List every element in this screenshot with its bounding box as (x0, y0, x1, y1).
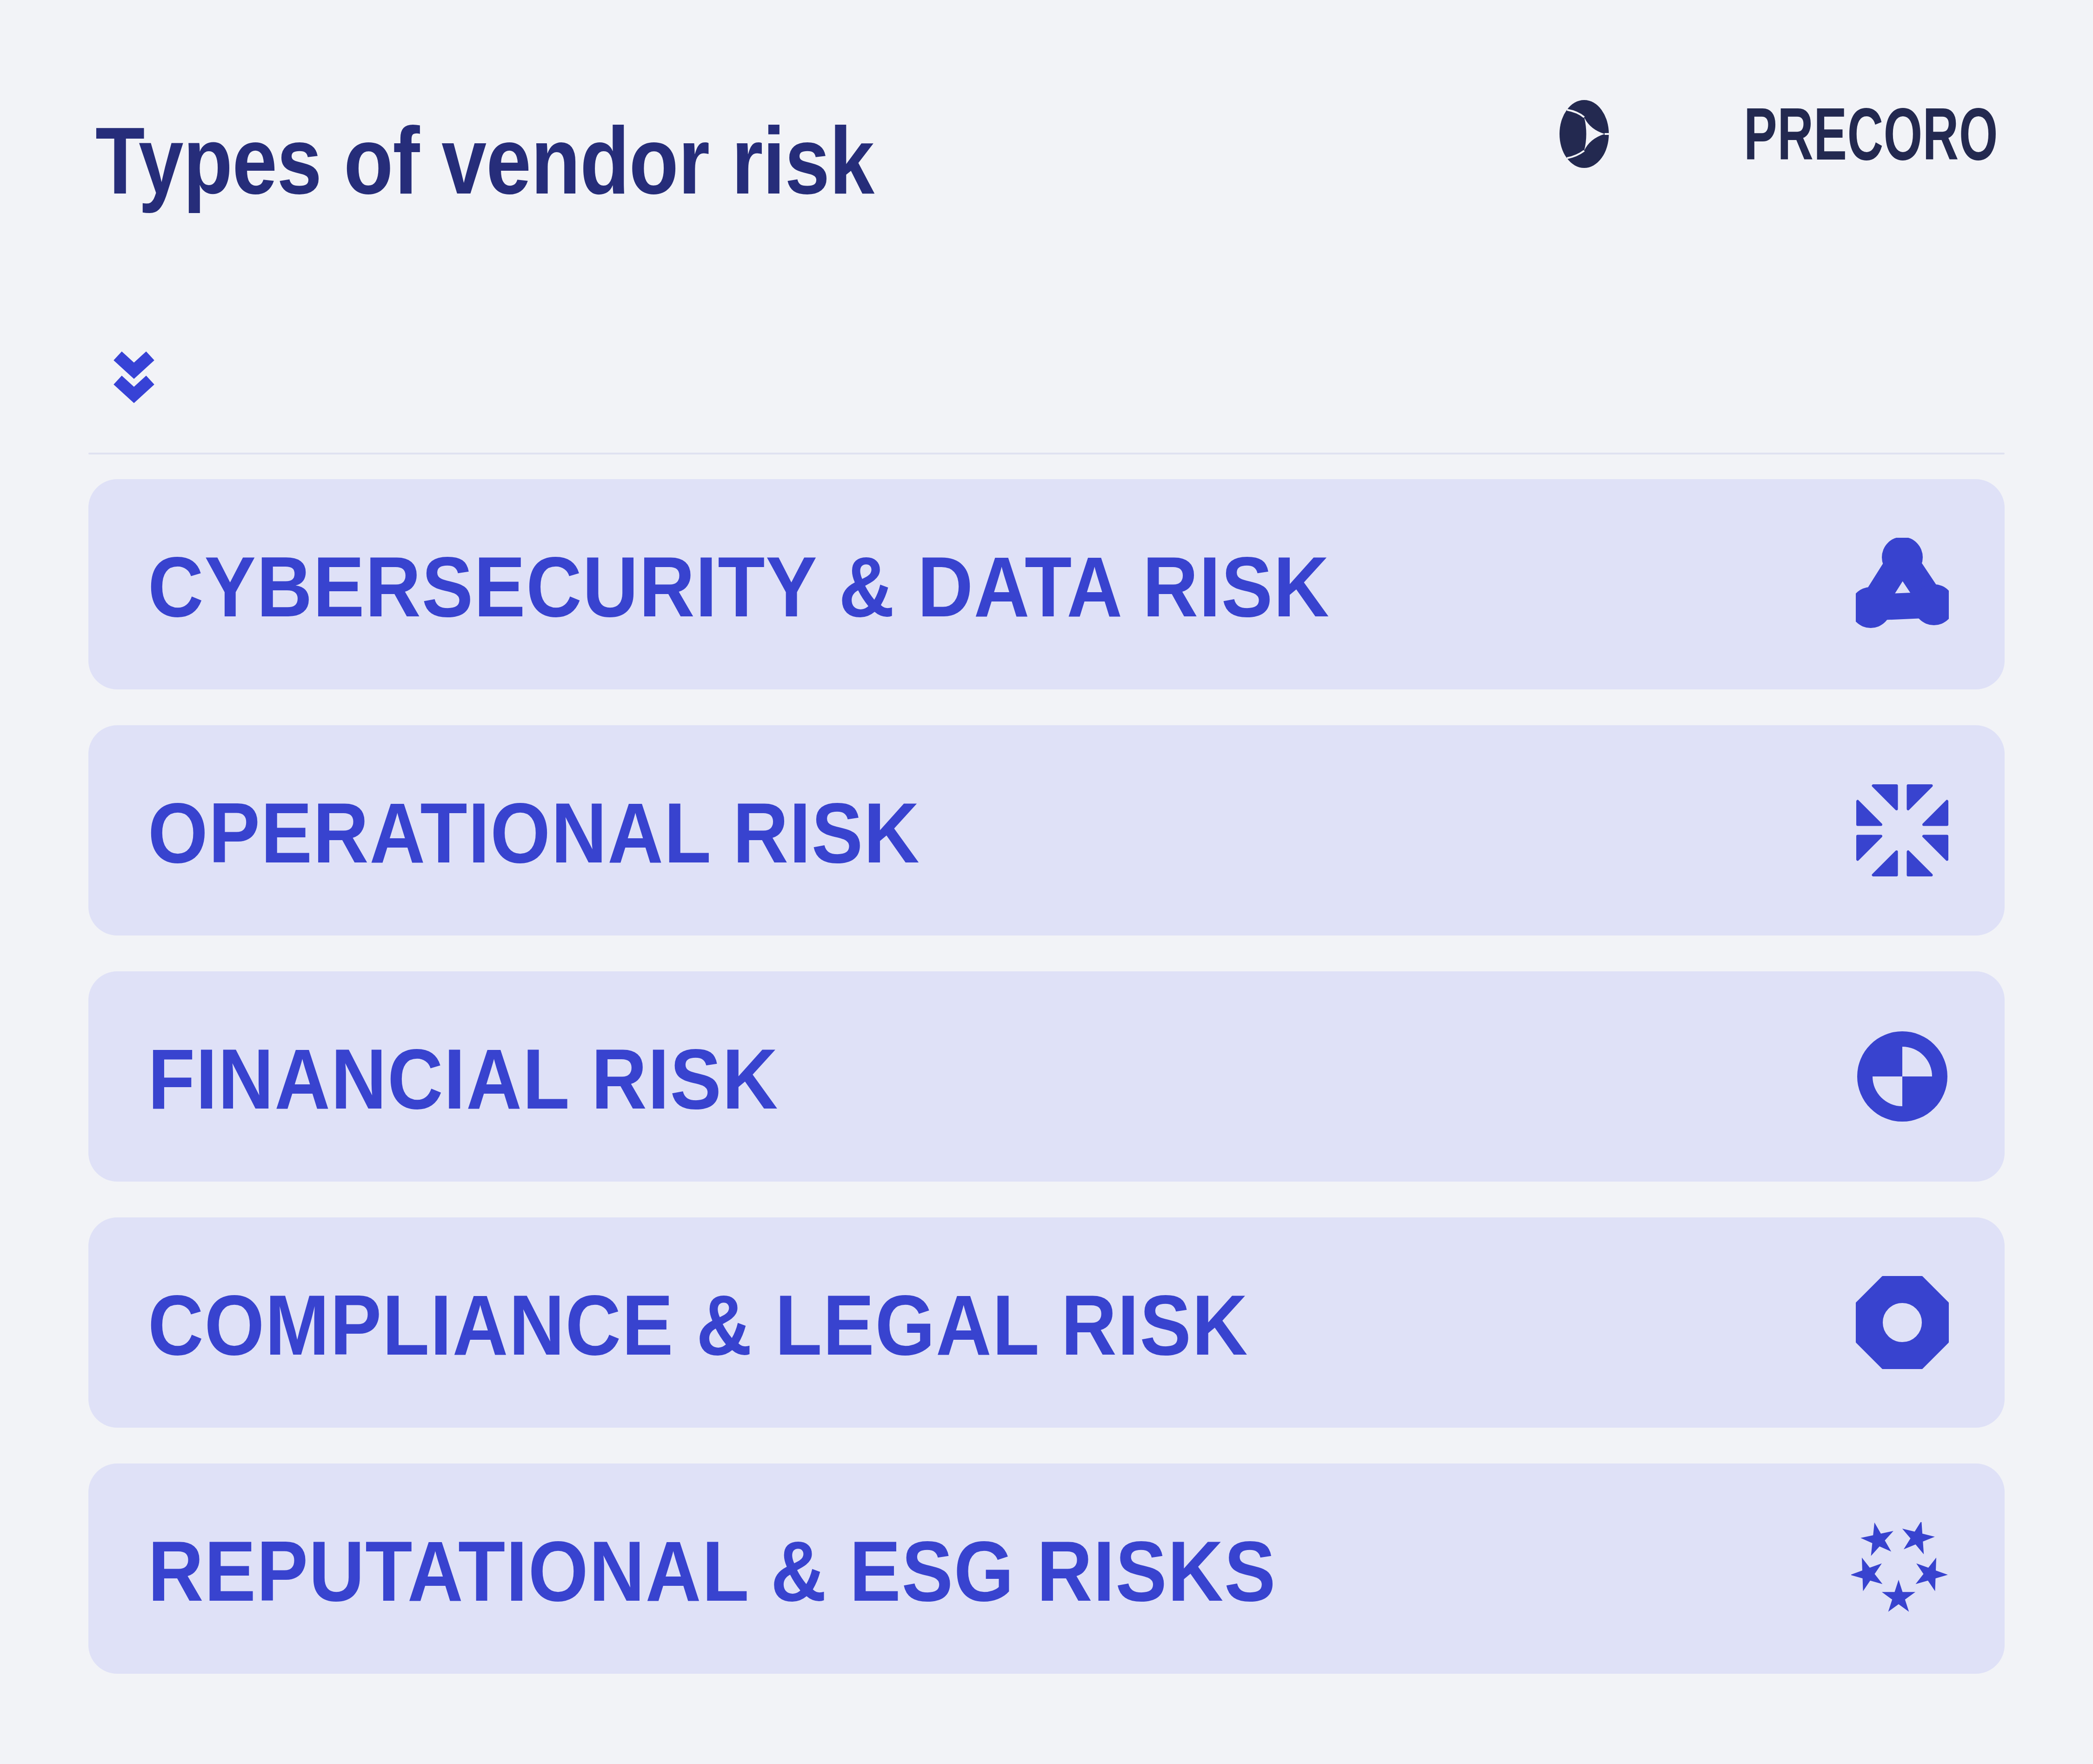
risk-label: REPUTATIONAL & ESG RISKS (148, 1523, 1276, 1614)
risk-card-reputational: REPUTATIONAL & ESG RISKS (88, 1463, 2005, 1674)
risk-label: FINANCIAL RISK (148, 1031, 779, 1122)
risk-card-operational: OPERATIONAL RISK (88, 725, 2005, 935)
risk-card-list: CYBERSECURITY & DATA RISK OPERATIONAL RI… (88, 479, 2005, 1674)
infographic: Types of vendor risk PRECORO CYBERSECURI… (0, 0, 2093, 1764)
risk-card-compliance: COMPLIANCE & LEGAL RISK (88, 1217, 2005, 1428)
risk-card-cybersecurity: CYBERSECURITY & DATA RISK (88, 479, 2005, 689)
stars-cluster-icon (1851, 1522, 1949, 1615)
risk-label: CYBERSECURITY & DATA RISK (148, 539, 1330, 629)
burst-icon (1856, 784, 1949, 877)
page-title: Types of vendor risk (95, 108, 874, 213)
molecule-icon (1856, 538, 1949, 631)
precoro-logo-mark-icon (1559, 99, 1609, 169)
precoro-logo: PRECORO (1559, 97, 1998, 171)
precoro-logo-text: PRECORO (1703, 97, 1998, 171)
risk-card-financial: FINANCIAL RISK (88, 971, 2005, 1182)
octagon-nut-icon (1856, 1276, 1949, 1369)
quarter-circle-icon (1856, 1030, 1949, 1123)
risk-label: OPERATIONAL RISK (148, 785, 920, 875)
risk-label: COMPLIANCE & LEGAL RISK (148, 1277, 1248, 1368)
divider (88, 453, 2005, 454)
double-chevron-down-icon (112, 350, 156, 408)
